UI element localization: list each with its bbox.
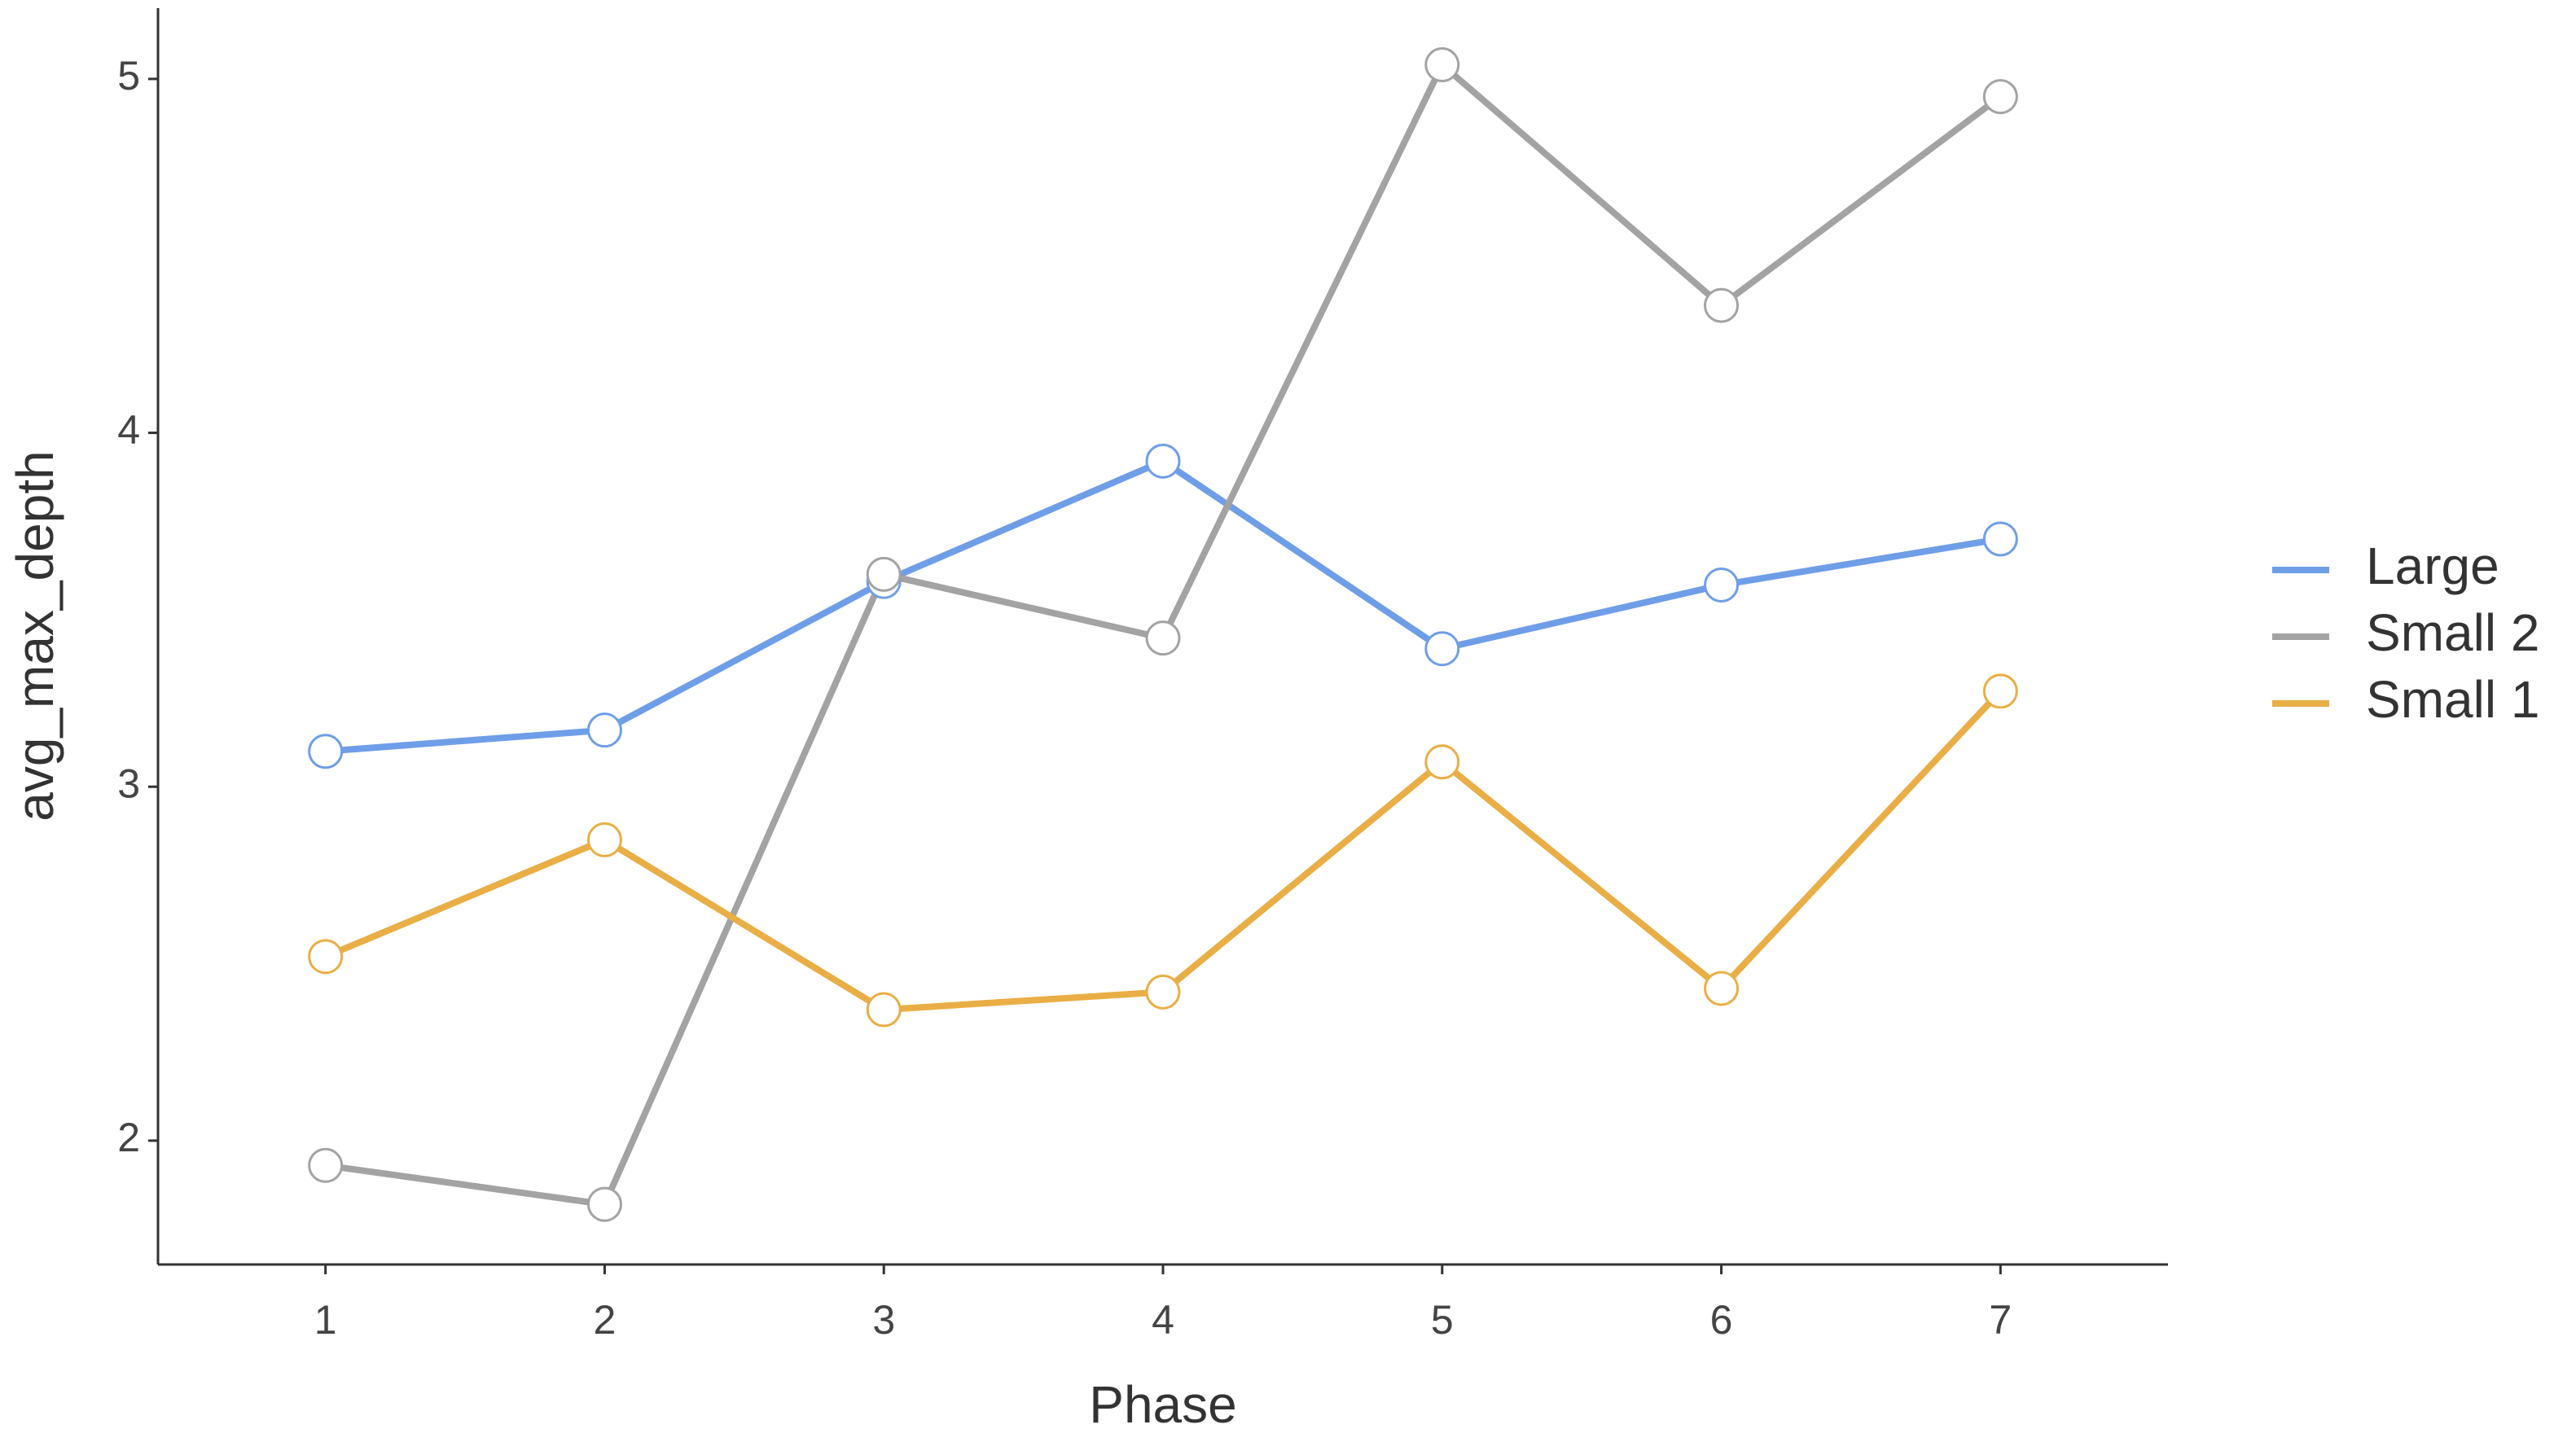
point: [1982, 521, 2018, 557]
x-tick-label: 1: [314, 1297, 337, 1343]
legend-label: Small 1: [2366, 670, 2539, 729]
x-tick-label: 7: [1989, 1297, 2012, 1343]
x-tick-label: 2: [594, 1297, 617, 1343]
y-axis-title: avg_max_depth: [6, 450, 64, 821]
point: [586, 712, 622, 748]
x-tick-label: 3: [872, 1297, 895, 1343]
point: [1145, 974, 1181, 1010]
point: [1145, 620, 1181, 656]
point: [866, 992, 902, 1028]
point: [1704, 567, 1740, 603]
x-tick-label: 6: [1710, 1297, 1733, 1343]
x-tick-label: 5: [1431, 1297, 1454, 1343]
y-tick-label: 5: [117, 53, 140, 99]
point: [1424, 47, 1460, 83]
point: [586, 1186, 622, 1222]
point: [1424, 744, 1460, 780]
y-tick-label: 4: [117, 407, 140, 453]
point: [1982, 79, 2018, 115]
point: [1704, 287, 1740, 323]
series-line: [325, 457, 2001, 755]
y-tick-label: 2: [117, 1115, 140, 1160]
legend-label: Small 2: [2366, 603, 2539, 662]
point: [1982, 673, 2018, 709]
point: [1704, 971, 1740, 1006]
y-tick-label: 3: [117, 760, 140, 806]
point: [1145, 443, 1181, 479]
point: [586, 822, 622, 857]
point: [308, 734, 344, 769]
point: [866, 556, 902, 592]
legend-label: Large: [2366, 537, 2499, 595]
x-tick-label: 4: [1152, 1297, 1174, 1343]
point: [1424, 631, 1460, 667]
x-axis-title: Phase: [1089, 1375, 1236, 1434]
point: [308, 1147, 344, 1183]
series-line: [324, 689, 2003, 1014]
point: [308, 939, 344, 975]
